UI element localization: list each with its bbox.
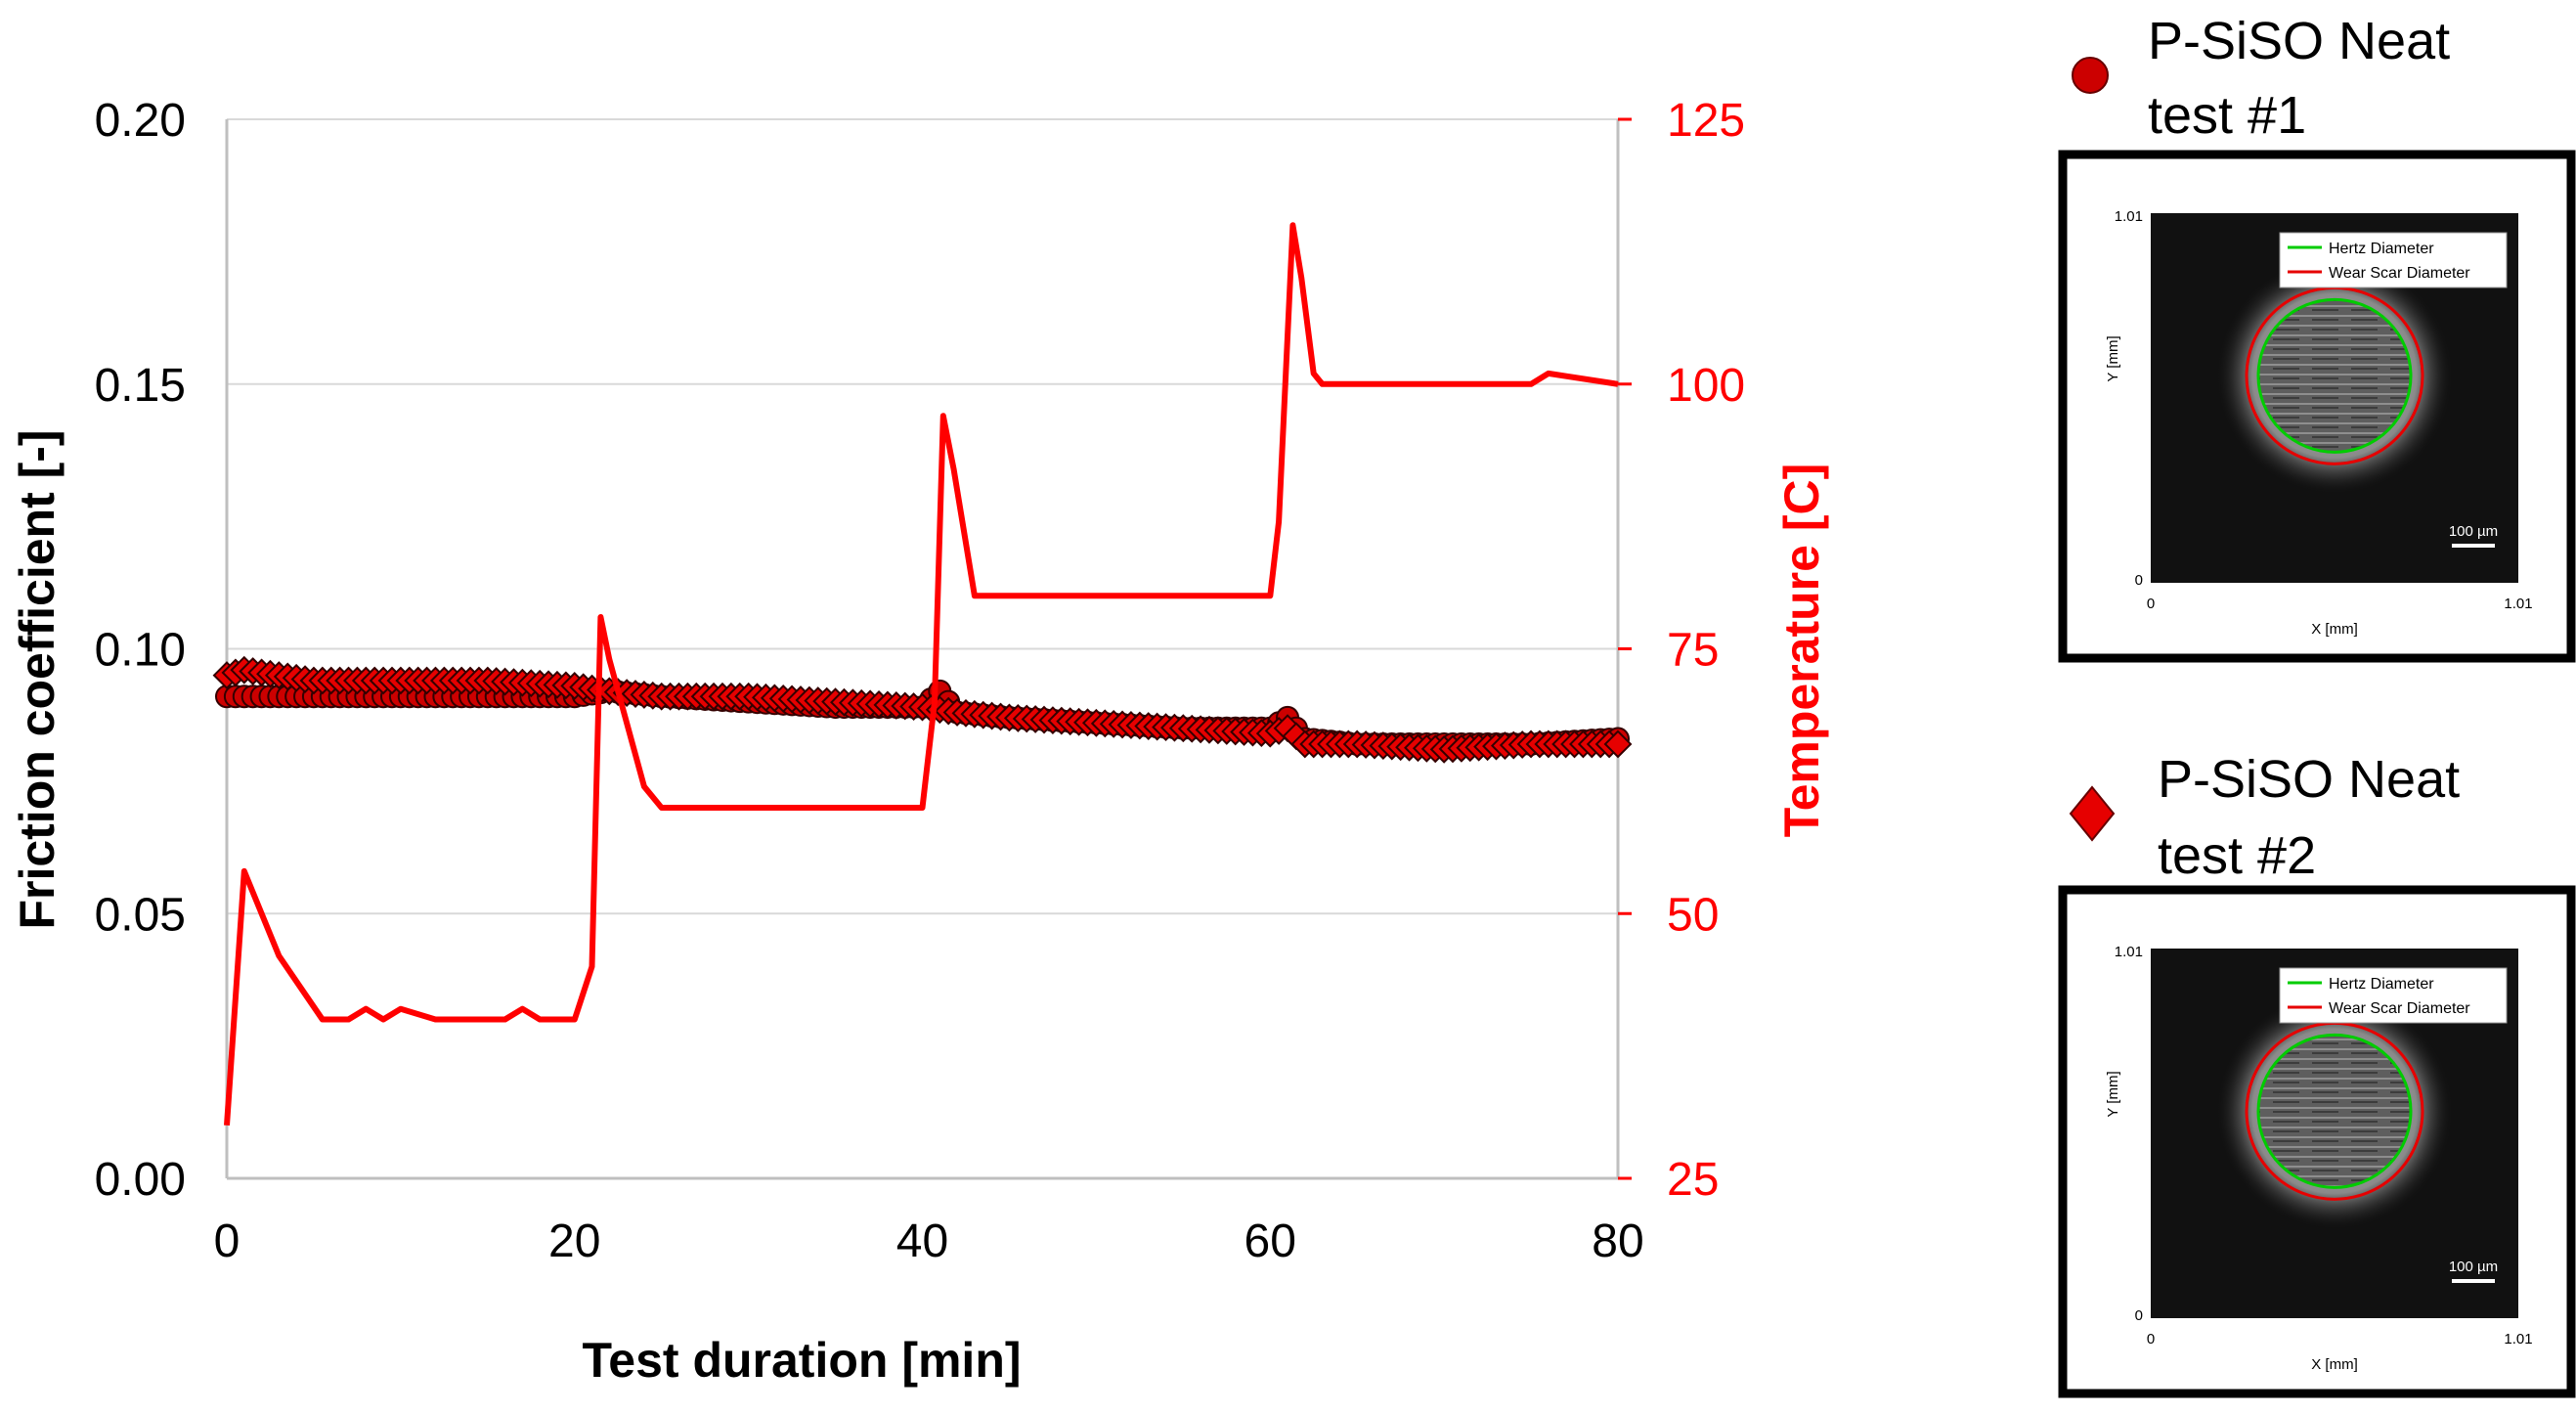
micro-x-zero-label: 0	[2147, 1331, 2155, 1348]
micro-y-zero-label: 0	[2135, 572, 2143, 589]
y2-tick-label: 125	[1667, 95, 1745, 147]
micro-x-right-label: 1.01	[2504, 596, 2532, 612]
scar-legend-label: Wear Scar Diameter	[2329, 265, 2470, 282]
x-tick-label: 60	[1244, 1215, 1296, 1267]
y2-axis-title: Temperature [C]	[1774, 464, 1829, 837]
data-point	[1603, 729, 1633, 759]
micro-y-axis-title: Y [mm]	[2105, 1071, 2121, 1117]
wear-scar-texture	[2258, 299, 2411, 453]
legend-entry-test-1: P-SiSO Neat test #1	[2072, 12, 2450, 145]
wear-scar-texture	[2258, 1035, 2411, 1188]
series-temperature-line	[224, 222, 1619, 1127]
micro-x-right-label: 1.01	[2504, 1331, 2532, 1348]
plot-area: 0 20 40 60 80 0.00 0.05 0.10 0.15 0.20 25 50 75 100…	[10, 95, 1829, 1388]
series-layer	[212, 222, 1633, 1127]
x-tick-label: 20	[548, 1215, 600, 1267]
micro-x-zero-label: 0	[2147, 596, 2155, 612]
y2-tick-labels: 25 50 75 100 125	[1618, 95, 1745, 1206]
legend-label-line1: P-SiSO Neat	[2158, 750, 2460, 809]
legend-label-line1: P-SiSO Neat	[2148, 12, 2450, 70]
x-tick-label: 40	[896, 1215, 948, 1267]
scale-bar-label: 100 µm	[2449, 1259, 2498, 1275]
y-tick-label: 0.05	[95, 889, 186, 941]
y2-tick-label: 25	[1667, 1154, 1719, 1206]
micro-y-top-label: 1.01	[2115, 944, 2143, 960]
micro-y-top-label: 1.01	[2115, 208, 2143, 225]
micro-y-axis-title: Y [mm]	[2105, 335, 2121, 381]
micro-x-axis-title: X [mm]	[2311, 621, 2358, 638]
legend-entry-test-2: P-SiSO Neat test #2	[2069, 750, 2460, 885]
wear-scar-micrograph-test-2: Hertz Diameter Wear Scar Diameter 100 µm 1.…	[2058, 885, 2576, 1398]
wear-scar-micrograph-test-1: Hertz Diameter Wear Scar Diameter 100 µm 1.…	[2058, 150, 2576, 663]
hertz-legend-label: Hertz Diameter	[2329, 241, 2434, 257]
circle-marker-icon	[2072, 57, 2109, 94]
y-tick-label: 0.10	[95, 625, 186, 677]
x-tick-label: 0	[214, 1215, 240, 1267]
y-tick-label: 0.15	[95, 360, 186, 412]
legend-label-line2: test #2	[2158, 826, 2316, 885]
hertz-diameter-circle	[2256, 297, 2413, 454]
grid-lines	[227, 118, 1618, 915]
y-tick-label: 0.20	[95, 95, 186, 147]
y2-tick-label: 100	[1667, 360, 1745, 412]
y-tick-labels: 0.00 0.05 0.10 0.15 0.20	[95, 95, 186, 1206]
x-tick-label: 80	[1592, 1215, 1643, 1267]
scar-legend-label: Wear Scar Diameter	[2329, 1000, 2470, 1017]
micrograph-legend-box	[2279, 967, 2508, 1024]
y2-tick-label: 50	[1667, 889, 1719, 941]
y-tick-label: 0.00	[95, 1154, 186, 1206]
y-axis-title: Friction coefficient [-]	[10, 429, 65, 929]
scale-bar-label: 100 µm	[2449, 523, 2498, 540]
series-test-2	[212, 655, 1633, 764]
legend-label-line2: test #1	[2148, 86, 2306, 145]
x-axis-title: Test duration [min]	[582, 1333, 1021, 1388]
hertz-diameter-circle	[2256, 1033, 2413, 1189]
diamond-marker-icon	[2069, 785, 2116, 842]
micro-x-axis-title: X [mm]	[2311, 1356, 2358, 1373]
micrograph-legend-box	[2279, 232, 2508, 288]
y2-tick-label: 75	[1667, 625, 1719, 677]
hertz-legend-label: Hertz Diameter	[2329, 976, 2434, 993]
micro-y-zero-label: 0	[2135, 1307, 2143, 1324]
x-tick-labels: 0 20 40 60 80	[214, 1215, 1644, 1267]
